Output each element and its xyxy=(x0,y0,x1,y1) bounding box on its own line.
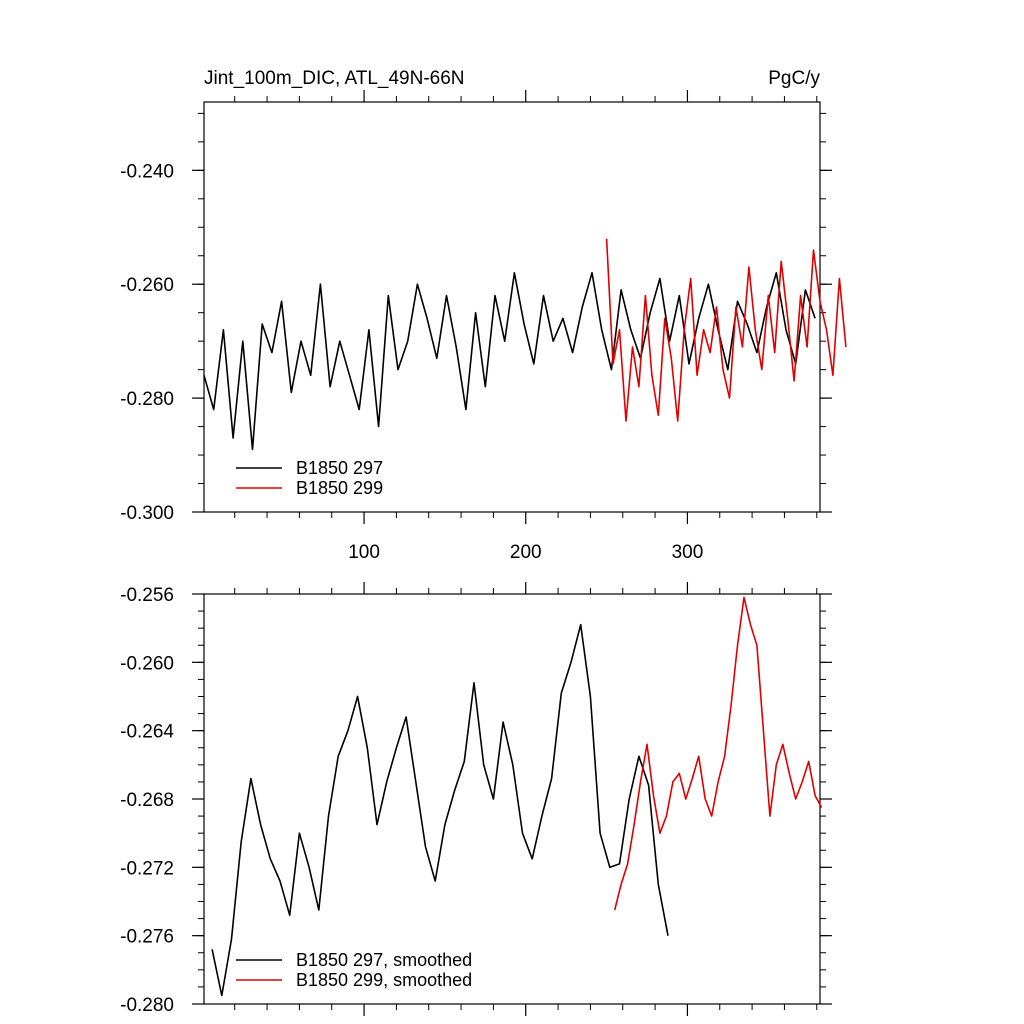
top-plot-frame xyxy=(203,101,821,513)
top-ytick-label-2: -0.260 xyxy=(120,275,174,296)
bottom-ytick-label-1: -0.276 xyxy=(120,927,174,948)
bottom-ytick-label-5: -0.260 xyxy=(120,653,174,674)
top-series-line-1 xyxy=(605,238,847,422)
top-series xyxy=(203,238,847,451)
bottom-ytick-label-6: -0.256 xyxy=(120,585,174,606)
bottom-legend-label-1: B1850 299, smoothed xyxy=(296,970,472,990)
top-axes: 100 200 300 -0.300 -0.280 -0.260 -0.240 xyxy=(120,90,832,563)
top-ytick-label-1: -0.280 xyxy=(120,389,174,410)
bottom-plot-frame xyxy=(203,593,821,1005)
bottom-series-line-0 xyxy=(211,623,669,997)
bottom-ytick-label-3: -0.268 xyxy=(120,790,174,811)
bottom-ytick-label-2: -0.272 xyxy=(120,858,174,879)
bottom-legend-label-0: B1850 297, smoothed xyxy=(296,950,472,970)
bottom-ytick-label-4: -0.264 xyxy=(120,722,174,743)
top-ytick-label-0: -0.300 xyxy=(120,503,174,524)
top-ytick-label-3: -0.240 xyxy=(120,161,174,182)
top-chart-title: Jint_100m_DIC, ATL_49N-66N xyxy=(204,68,465,89)
top-chart-units: PgC/y xyxy=(768,68,820,89)
top-legend-label-1: B1850 299 xyxy=(296,478,383,498)
top-xtick-label-200: 200 xyxy=(510,542,542,563)
bottom-panel: -0.280 -0.276 -0.272 -0.268 -0.264 -0.260 -0.2… xyxy=(120,582,832,1016)
top-legend-label-0: B1850 297 xyxy=(296,458,383,478)
bottom-axes: -0.280 -0.276 -0.272 -0.268 -0.264 -0.260 -0.2… xyxy=(120,582,832,1016)
top-xtick-label-100: 100 xyxy=(348,542,380,563)
bottom-series-line-1 xyxy=(613,596,823,911)
bottom-series xyxy=(211,596,823,997)
top-panel: Jint_100m_DIC, ATL_49N-66N PgC/y 100 200 3… xyxy=(120,68,847,563)
top-xtick-label-300: 300 xyxy=(672,542,704,563)
top-series-line-0 xyxy=(203,271,816,451)
bottom-ytick-label-0: -0.280 xyxy=(120,995,174,1016)
